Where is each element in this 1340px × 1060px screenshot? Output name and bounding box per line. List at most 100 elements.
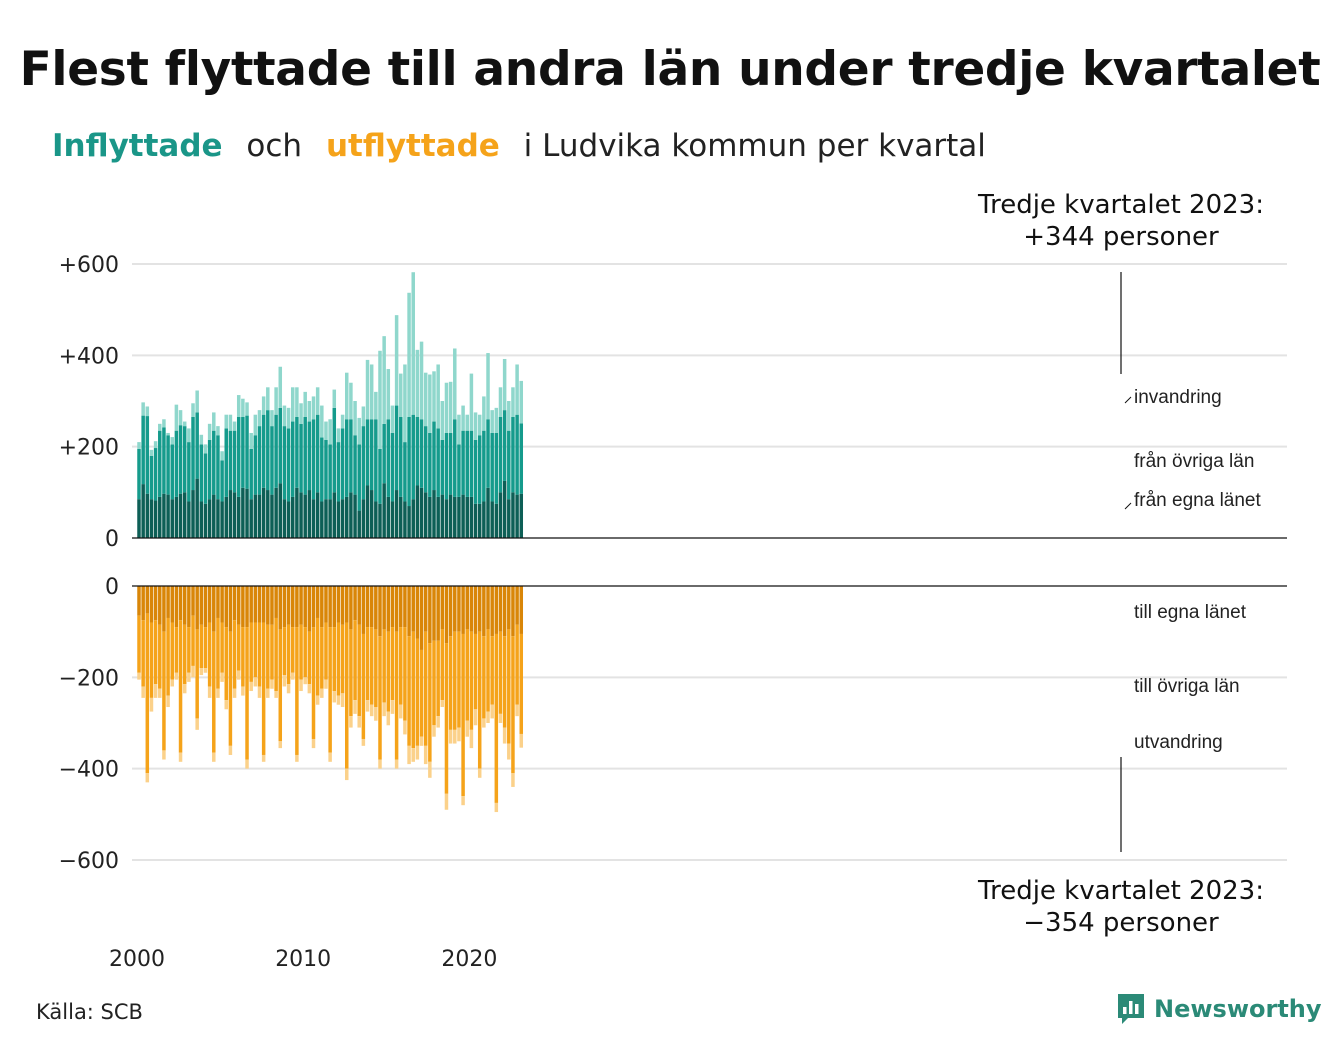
bar-out-own — [270, 586, 274, 625]
bar-in-own — [465, 496, 469, 538]
bar-out-own — [216, 586, 220, 618]
bar-in-own — [507, 499, 511, 538]
bar-in-other — [423, 426, 428, 493]
bar-in-own — [266, 490, 270, 538]
bar-out-other — [232, 620, 237, 689]
bar-in-immigration — [236, 395, 241, 417]
bar-in-own — [461, 494, 465, 538]
bar-in-immigration — [249, 432, 253, 449]
bar-out-emigration — [390, 700, 395, 714]
bar-in-own — [282, 499, 287, 538]
bar-out-other — [461, 633, 465, 797]
chart-subtitle: Inflyttade och utflyttade i Ludvika komm… — [52, 128, 986, 164]
bar-out-other — [320, 627, 324, 689]
bar-out-other — [515, 624, 519, 705]
bar-in-own — [415, 485, 420, 538]
bar-out-own — [212, 586, 216, 632]
bar-in-immigration — [340, 414, 345, 429]
bar-in-other — [290, 421, 295, 497]
bar-out-own — [278, 586, 283, 630]
bar-in-other — [245, 415, 249, 489]
bar-out-own — [349, 586, 353, 630]
bar-in-own — [494, 503, 499, 538]
bar-out-own — [502, 586, 507, 637]
bar-in-own — [432, 490, 436, 538]
bar-in-immigration — [399, 373, 403, 417]
bar-in-immigration — [245, 402, 249, 416]
bar-out-other — [307, 631, 312, 685]
grid-lines — [132, 263, 1287, 861]
bar-out-own — [407, 586, 411, 637]
bar-out-other — [236, 624, 241, 671]
bar-in-other — [457, 444, 461, 497]
bar-in-other — [365, 419, 370, 486]
bar-in-own — [340, 499, 345, 538]
bar-in-own — [232, 492, 237, 538]
bar-out-own — [461, 586, 465, 634]
bar-out-emigration — [324, 679, 328, 689]
bar-in-own — [178, 493, 183, 538]
bar-out-emigration — [212, 752, 216, 762]
bar-out-own — [465, 586, 469, 630]
bar-out-own — [245, 586, 249, 628]
bar-out-own — [386, 586, 391, 632]
bar-in-own — [394, 490, 399, 538]
bar-in-other — [448, 432, 453, 495]
bar-in-immigration — [349, 382, 353, 420]
bar-in-immigration — [158, 423, 162, 431]
bar-in-other — [153, 448, 158, 501]
bar-in-immigration — [357, 417, 361, 445]
bar-out-emigration — [137, 672, 141, 680]
bar-out-own — [411, 586, 415, 632]
bar-out-own — [473, 586, 478, 634]
bar-in-other — [432, 421, 436, 491]
bar-in-own — [374, 501, 378, 538]
bar-out-other — [423, 631, 428, 746]
bar-in-own — [511, 492, 515, 538]
bar-in-other — [490, 432, 494, 502]
bar-in-other — [191, 416, 195, 491]
bar-in-other — [166, 435, 170, 495]
bar-in-other — [145, 416, 150, 494]
bar-out-own — [320, 586, 324, 628]
bar-out-other — [336, 622, 341, 696]
chart-title: Flest flyttade till andra län under tred… — [19, 42, 1321, 97]
bar-in-other — [224, 428, 229, 497]
bar-in-immigration — [486, 353, 490, 420]
bar-in-other — [519, 423, 524, 494]
bar-in-other — [320, 437, 324, 502]
bar-in-own — [270, 494, 274, 538]
bar-out-emigration — [315, 695, 320, 705]
bar-out-emigration — [191, 665, 195, 678]
bar-out-other — [428, 643, 432, 762]
bar-out-own — [253, 586, 258, 623]
bar-in-other — [249, 448, 253, 500]
bar-out-other — [253, 622, 258, 678]
bar-out-other — [182, 624, 187, 685]
bar-out-other — [257, 622, 262, 687]
bar-out-emigration — [477, 768, 482, 778]
bar-in-immigration — [490, 410, 494, 433]
bar-out-emigration — [473, 709, 478, 726]
bar-out-own — [178, 586, 183, 621]
bar-in-own — [328, 499, 332, 538]
bar-in-immigration — [207, 423, 212, 440]
bar-out-own — [261, 586, 266, 623]
bar-in-own — [245, 488, 249, 538]
bar-in-own — [170, 499, 174, 538]
bar-in-own — [436, 496, 440, 538]
bar-in-own — [299, 492, 303, 538]
bar-out-emigration — [519, 733, 524, 748]
bar-in-other — [212, 430, 216, 495]
bar-out-other — [282, 627, 287, 676]
bar-out-other — [145, 613, 150, 774]
bar-in-immigration — [353, 401, 357, 436]
bar-out-own — [448, 586, 453, 637]
bar-out-other — [415, 638, 420, 746]
bar-in-other — [228, 430, 233, 491]
bar-in-immigration — [328, 419, 332, 445]
bar-out-emigration — [386, 711, 391, 726]
bar-out-other — [141, 620, 145, 687]
bar-out-own — [399, 586, 403, 628]
bar-in-own — [290, 496, 295, 538]
